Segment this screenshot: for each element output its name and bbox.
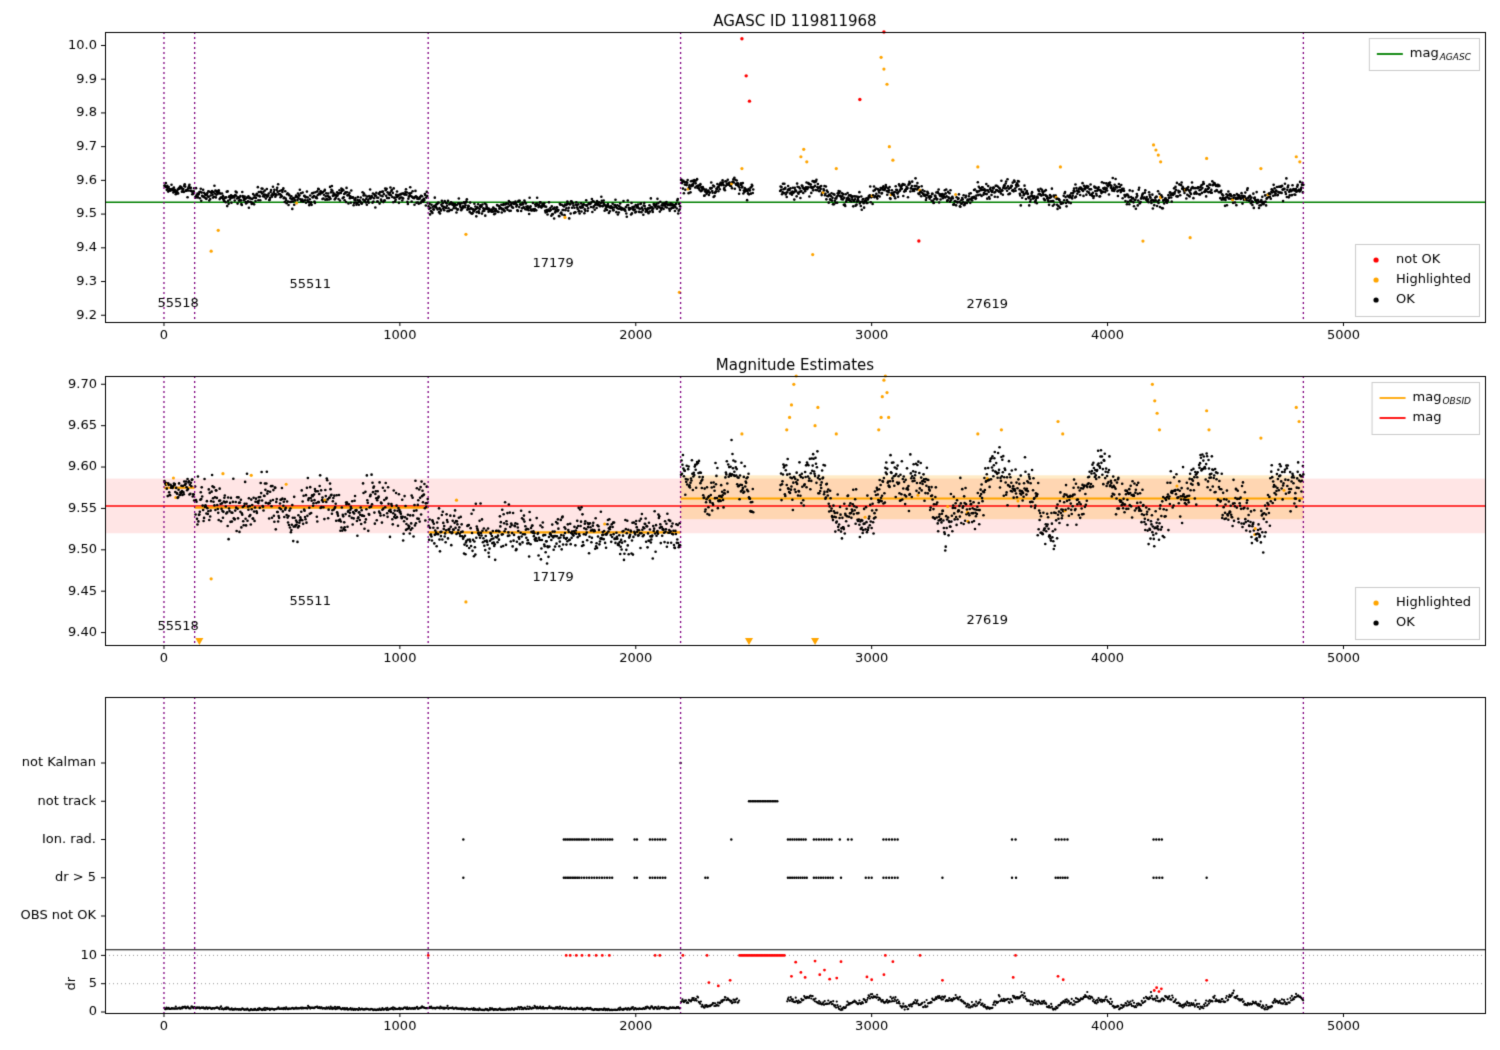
figure-canvas xyxy=(0,0,1500,1050)
figure: AGASC ID 119811968 xyxy=(0,0,1500,1050)
